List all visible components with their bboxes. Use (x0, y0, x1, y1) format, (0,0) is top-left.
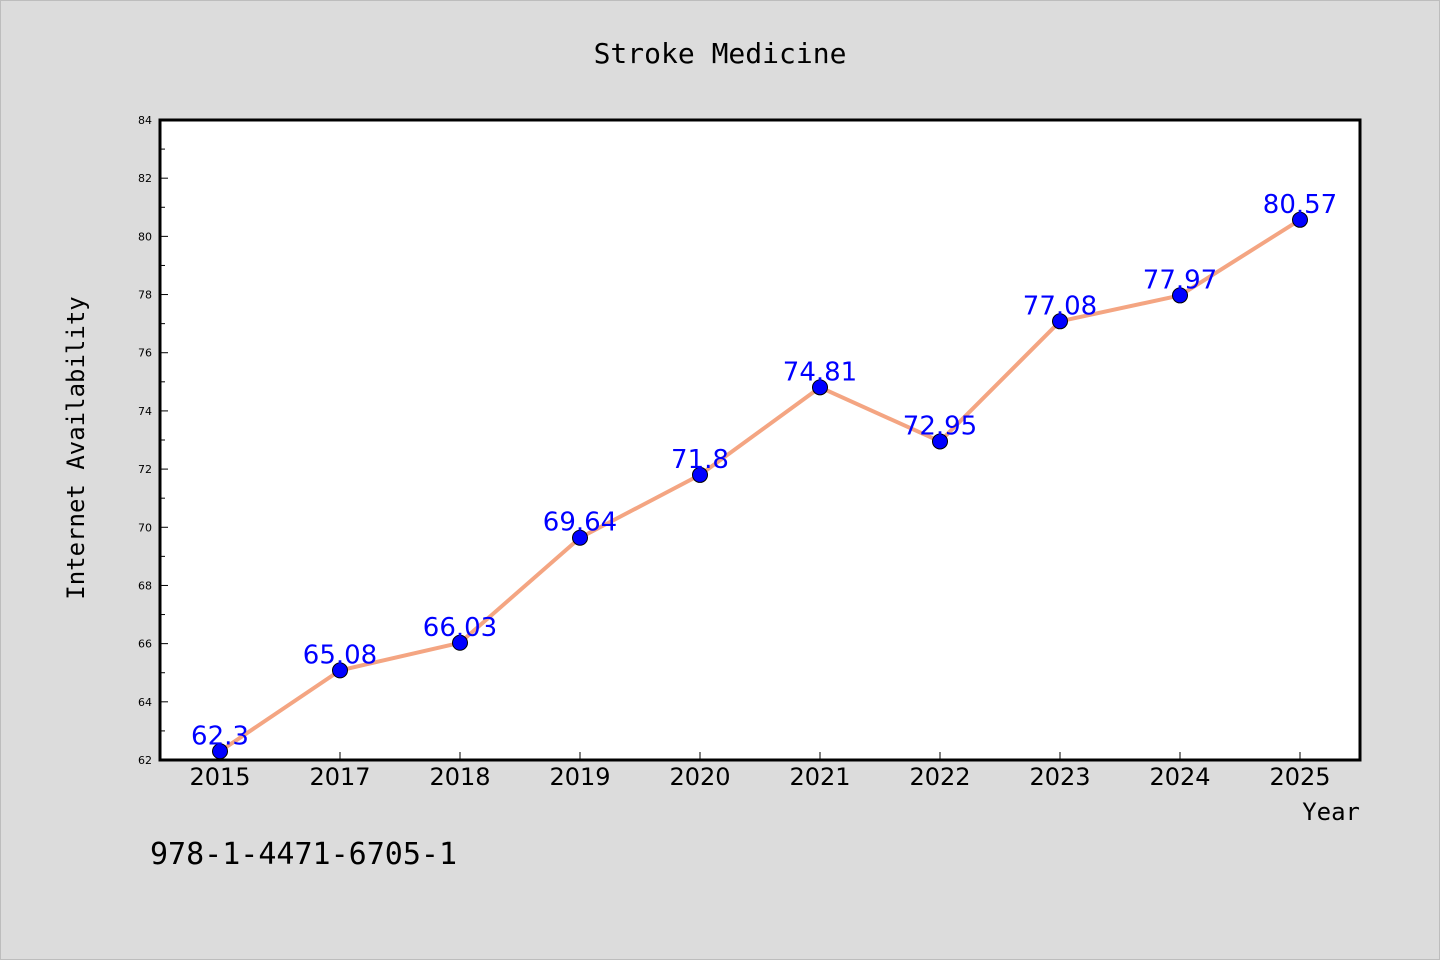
x-axis: 2015 2017 2018 2019 2020 2021 2022 2023 2024 2025 (189, 752, 1331, 791)
data-label: 80.57 (1263, 190, 1337, 220)
data-point (1172, 287, 1188, 304)
series-line (218, 217, 1302, 754)
y-tick-label: 62 (138, 754, 152, 767)
data-label: 72.95 (903, 411, 977, 441)
y-tick-label: 66 (138, 638, 152, 651)
x-tick-label: 2017 (309, 763, 370, 791)
y-tick-label: 76 (138, 347, 152, 360)
data-point (812, 379, 828, 396)
y-tick-label: 70 (138, 521, 152, 534)
data-label: 77.97 (1143, 265, 1217, 295)
x-tick-label: 2024 (1149, 763, 1210, 791)
data-label: 74.81 (783, 357, 857, 387)
data-label: 69.64 (543, 508, 617, 538)
x-tick-label: 2025 (1269, 763, 1330, 791)
data-point (1052, 313, 1068, 330)
x-axis-label: Year (1302, 798, 1360, 826)
y-tick-label: 84 (138, 114, 152, 127)
plot-area (160, 120, 1360, 760)
y-tick-label: 74 (138, 405, 152, 418)
data-point (452, 634, 468, 651)
y-axis-label: Internet Availability (62, 296, 90, 599)
y-tick-label: 64 (138, 696, 152, 709)
data-point (332, 662, 348, 679)
data-label: 71.8 (671, 445, 729, 475)
data-point (932, 433, 948, 450)
y-tick-label: 68 (138, 579, 152, 592)
chart-title: Stroke Medicine (594, 37, 847, 70)
x-tick-label: 2020 (669, 763, 730, 791)
y-tick-label: 78 (138, 289, 152, 302)
y-tick-label: 82 (138, 172, 152, 185)
data-label: 77.08 (1023, 291, 1097, 321)
footer-text: 978-1-4471-6705-1 (150, 837, 457, 872)
data-point (692, 466, 708, 483)
data-label: 66.03 (423, 613, 497, 643)
x-tick-label: 2022 (909, 763, 970, 791)
data-label: 65.08 (303, 640, 377, 670)
series: 62.3 65.08 66.03 69.64 71.8 74.81 72.95 77.08 77… (191, 190, 1337, 760)
x-tick-label: 2019 (549, 763, 610, 791)
x-tick-label: 2023 (1029, 763, 1090, 791)
x-tick-label: 2015 (189, 763, 250, 791)
x-tick-label: 2018 (429, 763, 490, 791)
y-tick-label: 80 (138, 230, 152, 243)
data-point (572, 529, 588, 546)
x-tick-label: 2021 (789, 763, 850, 791)
plot-frame (158, 118, 1362, 762)
data-point (1292, 211, 1308, 228)
y-axis: 62 64 66 68 70 72 74 76 78 80 82 84 (138, 114, 168, 767)
y-tick-label: 72 (138, 463, 152, 476)
data-label: 62.3 (191, 721, 249, 751)
